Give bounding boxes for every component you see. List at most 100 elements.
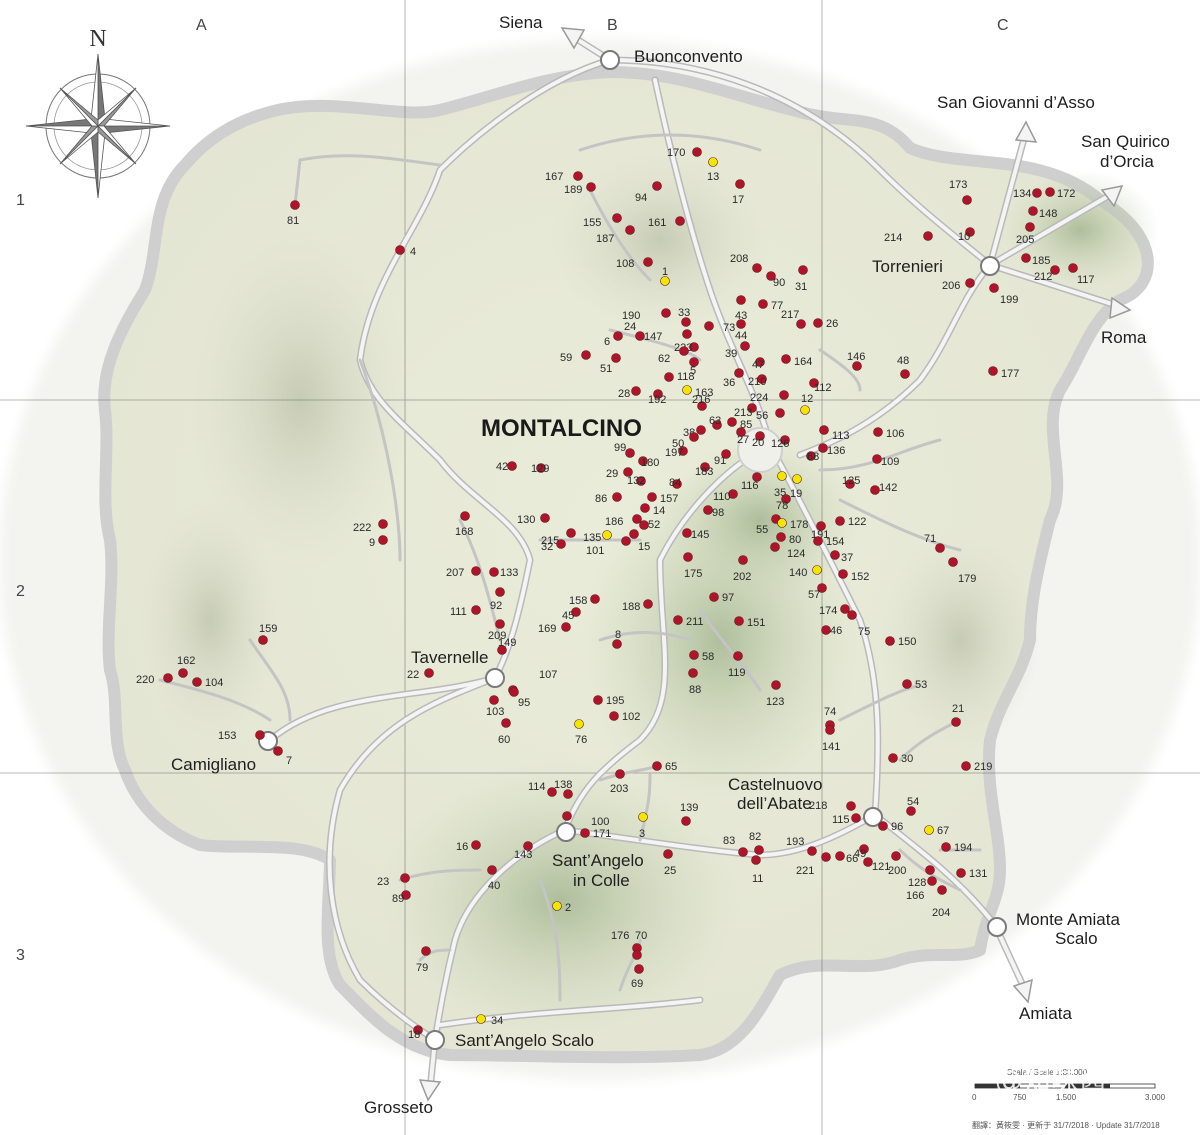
marker-label: 79 [416,962,428,974]
marker-label: 76 [575,734,587,746]
label-san-quirico-line2: d’Orcia [1100,152,1154,171]
marker-dot [561,622,571,632]
marker-label: 125 [842,475,860,487]
winery-marker-172: 172 [1045,187,1075,200]
winery-marker-195: 195 [593,695,624,707]
winery-marker-211: 211 [673,615,704,628]
marker-label: 81 [287,215,299,227]
marker-dot [700,462,710,472]
winery-marker-152: 152 [838,569,869,583]
marker-dot [192,677,202,687]
marker-dot [581,350,591,360]
marker-dot [631,386,641,396]
grid-row-3: 3 [16,947,25,964]
marker-label: 179 [958,573,976,585]
marker-label: 17 [732,194,744,206]
marker-dot [632,950,642,960]
marker-dot [956,868,966,878]
marker-label: 14 [653,505,665,517]
marker-dot [497,645,507,655]
marker-dot [780,435,790,445]
marker-dot [965,227,975,237]
marker-label: 7 [286,755,292,767]
marker-dot [770,542,780,552]
marker-label: 190 [622,310,640,322]
winery-marker-47: 47 [752,357,765,371]
marker-dot [612,639,622,649]
marker-dot [1032,188,1042,198]
winery-marker-150: 150 [885,636,916,648]
marker-label: 15 [638,541,650,553]
marker-label: 178 [790,519,808,531]
winery-marker-202: 202 [733,555,751,583]
marker-dot [663,849,673,859]
marker-label: 202 [733,571,751,583]
winery-marker-25: 25 [663,849,676,877]
marker-label: 9 [369,537,375,549]
winery-marker-59: 59 [560,350,591,364]
winery-marker-106: 106 [873,427,904,440]
label-grosseto: Grosseto [364,1098,433,1117]
winery-marker-114: 114 [528,781,557,797]
marker-dot [885,636,895,646]
winery-marker-212: 212 [1034,265,1060,283]
marker-dot [675,216,685,226]
marker-dot [935,543,945,553]
marker-dot [733,651,743,661]
marker-dot [809,378,819,388]
winery-marker-58: 58 [689,650,714,663]
winery-marker-183: 183 [695,462,713,478]
winery-marker-194: 194 [941,842,972,854]
marker-label: 22 [407,669,419,681]
marker-label: 216 [692,394,710,406]
marker-label: 164 [794,356,812,368]
marker-dot [721,449,731,459]
marker-dot [878,821,888,831]
marker-label: 220 [136,674,154,686]
marker-label: 78 [776,500,788,512]
marker-dot [712,420,722,430]
winery-marker-216: 216 [692,394,710,411]
winery-marker-66: 66 [835,851,858,865]
marker-dot [961,761,971,771]
marker-dot [476,1014,486,1024]
marker-dot [812,565,822,575]
winery-marker-29: 29 [606,467,633,480]
winery-marker-190: 190 [622,308,671,322]
marker-label: 145 [691,529,709,541]
marker-label: 45 [562,610,574,622]
winery-marker-207: 207 [446,566,481,579]
marker-label: 124 [787,548,805,560]
label-monte-amiata-line1: Monte Amiata [1016,910,1120,929]
grid-labels: A B C 1 2 3 [16,17,1009,964]
marker-label: 207 [446,567,464,579]
marker-dot [847,610,857,620]
winery-marker-155: 155 [583,213,622,229]
marker-dot [682,385,692,395]
winery-marker-122: 122 [835,516,866,528]
marker-label: 47 [752,359,764,371]
marker-label: 51 [600,363,612,375]
winery-marker-44: 44 [735,319,747,342]
marker-dot [1050,265,1060,275]
marker-label: 171 [593,828,611,840]
winery-marker-54: 54 [906,796,919,816]
label-roma: Roma [1101,328,1147,347]
marker-label: 96 [891,821,903,833]
marker-dot [751,855,761,865]
marker-label: 118 [677,371,695,383]
marker-dot [562,811,572,821]
marker-label: 84 [669,477,681,489]
winery-marker-16: 16 [456,840,481,853]
marker-label: 102 [622,711,640,723]
winery-marker-78: 78 [776,494,791,512]
winery-marker-138: 138 [554,779,573,799]
winery-marker-174: 174 [819,604,850,617]
marker-dot [924,825,934,835]
marker-label: 170 [667,147,685,159]
marker-dot [395,245,405,255]
winery-marker-23: 23 [377,873,410,888]
winery-marker-203: 203 [610,769,628,795]
label-monte-amiata-line2: Scalo [1055,929,1098,948]
